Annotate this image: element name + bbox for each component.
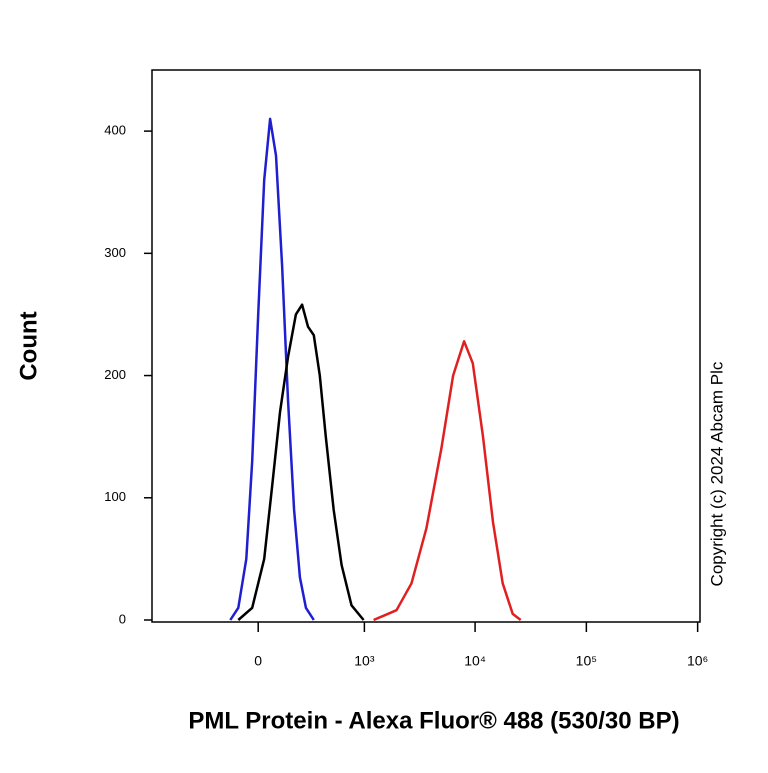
histogram-line	[229, 117, 315, 621]
x-axis-label: PML Protein - Alexa Fluor® 488 (530/30 B…	[188, 707, 679, 734]
histogram-line	[373, 340, 522, 622]
copyright: Copyright (c) 2024 Abcam Plc	[707, 361, 726, 586]
x-tick-label: 10⁵	[576, 653, 597, 669]
x-tick-label: 10⁶	[687, 653, 708, 669]
x-tick-label: 10³	[354, 653, 375, 669]
y-axis-label: Count	[15, 311, 42, 380]
y-tick-label: 200	[104, 367, 126, 382]
y-tick-label: 300	[104, 245, 126, 260]
y-tick-label: 0	[119, 611, 126, 626]
y-tick-label: 100	[104, 489, 126, 504]
histogram-line	[237, 303, 365, 621]
plot-frame	[151, 69, 701, 623]
y-tick-label: 400	[104, 123, 126, 138]
x-tick-label: 0	[254, 653, 262, 669]
x-tick-label: 10⁴	[464, 653, 486, 669]
